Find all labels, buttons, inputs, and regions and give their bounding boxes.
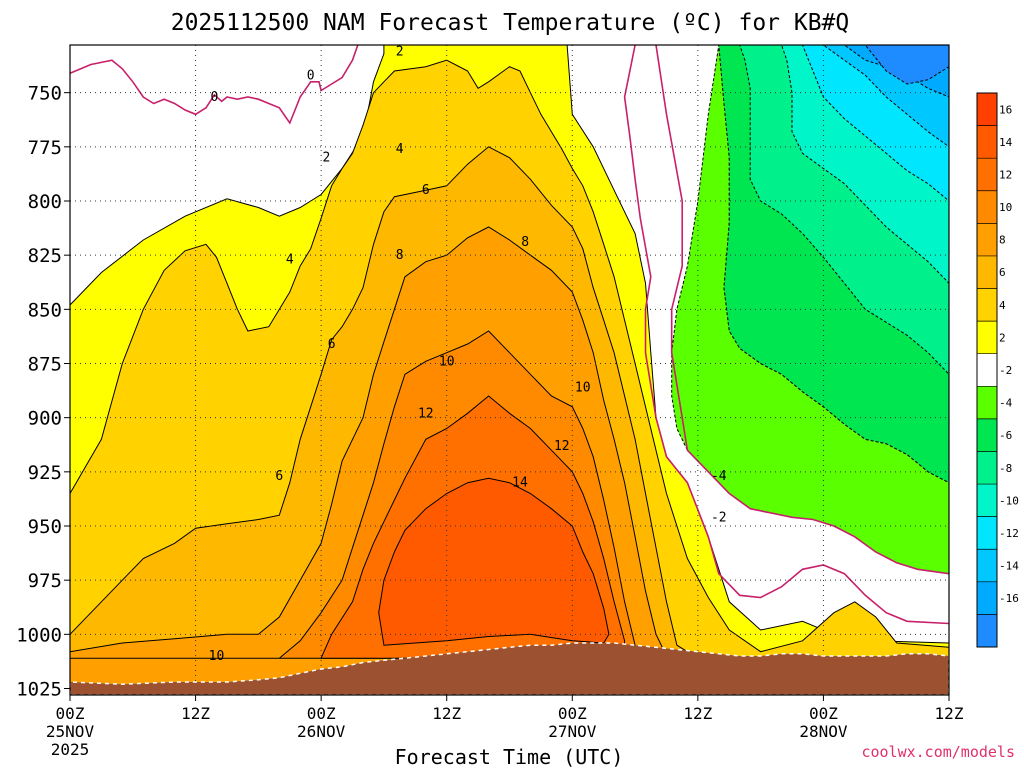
contour-label: 6 bbox=[275, 469, 283, 484]
colorbar-label: 16 bbox=[999, 103, 1012, 116]
y-tick-label: 775 bbox=[28, 137, 62, 159]
contour-label: 12 bbox=[554, 439, 570, 454]
x-tick-label: 00Z bbox=[307, 704, 336, 723]
y-tick-label: 800 bbox=[28, 191, 62, 213]
zero-isotherm bbox=[655, 45, 949, 575]
contour-label: 10 bbox=[575, 380, 591, 395]
colorbar-swatch bbox=[977, 93, 997, 126]
contour-labels: 0 0 2 2 4 4 6 6 6 8 8 10 10 10 12 12 14 -4 -2 bbox=[209, 45, 727, 664]
y-axis: 750 775 800 825 850 875 900 925 950 975 1000 1025 bbox=[16, 83, 70, 701]
contour-label: -4 bbox=[711, 469, 727, 484]
x-tick-label: 2025 bbox=[51, 740, 90, 759]
x-tick-label: 28NOV bbox=[799, 722, 848, 741]
y-tick-label: 900 bbox=[28, 408, 62, 430]
colorbar-swatch bbox=[977, 484, 997, 517]
colorbar-swatch bbox=[977, 353, 997, 387]
colorbar-label: -4 bbox=[999, 397, 1013, 410]
contour-label: 14 bbox=[512, 476, 528, 491]
colorbar-swatch bbox=[977, 255, 997, 289]
plot-area: 0 0 2 2 4 4 6 6 6 8 8 10 10 10 12 12 14 -4 -2 bbox=[70, 45, 949, 695]
colorbar-frame bbox=[976, 92, 998, 648]
x-tick-label: 12Z bbox=[935, 704, 964, 723]
colorbar-label: 8 bbox=[999, 234, 1006, 247]
colorbar: 16 14 12 10 8 6 4 2 -2 -4 -6 -8 -10 -12 -14 -16 bbox=[976, 92, 1019, 648]
contour-label: 2 bbox=[322, 151, 330, 166]
colorbar-label: 14 bbox=[999, 136, 1013, 149]
y-tick-label: 750 bbox=[28, 83, 62, 105]
x-tick-label: 00Z bbox=[809, 704, 838, 723]
contour-label: 12 bbox=[418, 406, 434, 421]
colorbar-swatch bbox=[977, 321, 997, 354]
colorbar-swatch bbox=[977, 386, 997, 419]
credit-text: coolwx.com/models bbox=[861, 743, 1015, 761]
colorbar-swatch bbox=[977, 158, 997, 191]
colorbar-label: -16 bbox=[999, 592, 1019, 605]
fill-region-cold bbox=[671, 45, 949, 575]
contour-label: 6 bbox=[328, 337, 336, 352]
colorbar-label: 12 bbox=[999, 168, 1012, 181]
colorbar-label: -12 bbox=[999, 527, 1019, 540]
colorbar-swatch bbox=[977, 190, 997, 224]
contour-label: 2 bbox=[396, 45, 404, 60]
colorbar-label: -10 bbox=[999, 494, 1019, 507]
fill-region-cold bbox=[864, 45, 949, 85]
y-tick-label: 875 bbox=[28, 354, 62, 376]
contour-label: 4 bbox=[286, 253, 294, 268]
colorbar-swatch bbox=[977, 288, 997, 322]
colorbar-label: 10 bbox=[999, 201, 1012, 214]
contour-label: 0 bbox=[307, 68, 315, 83]
contour-label: 0 bbox=[210, 90, 218, 105]
chart-title: 2025112500 NAM Forecast Temperature (ºC)… bbox=[171, 10, 850, 36]
zero-isotherm bbox=[623, 45, 949, 625]
colorbar-label: 6 bbox=[999, 266, 1006, 279]
terrain-layer bbox=[70, 642, 949, 695]
colorbar-swatch bbox=[977, 516, 997, 550]
y-tick-label: 925 bbox=[28, 462, 62, 484]
x-tick-label: 26NOV bbox=[297, 722, 346, 741]
colorbar-label: 2 bbox=[999, 331, 1006, 344]
zero-isotherm bbox=[70, 45, 359, 125]
colorbar-swatch bbox=[977, 125, 997, 159]
fill-region bbox=[378, 477, 610, 646]
x-tick-label: 27NOV bbox=[548, 722, 597, 741]
contour-label: 10 bbox=[209, 649, 225, 664]
contour-label: 4 bbox=[396, 142, 404, 157]
colorbar-swatch bbox=[977, 581, 997, 615]
colorbar-label: -6 bbox=[999, 429, 1012, 442]
colorbar-swatch bbox=[977, 418, 997, 452]
x-tick-label: 12Z bbox=[683, 704, 712, 723]
y-tick-label: 950 bbox=[28, 516, 62, 538]
y-tick-label: 1000 bbox=[16, 624, 62, 646]
plot-frame bbox=[69, 44, 950, 696]
y-tick-label: 850 bbox=[28, 299, 62, 321]
colorbar-swatch bbox=[977, 614, 997, 647]
colorbar-label: 4 bbox=[999, 299, 1006, 312]
colorbar-swatch bbox=[977, 549, 997, 582]
grid-lines bbox=[70, 45, 949, 695]
contour-label: 6 bbox=[422, 183, 430, 198]
x-tick-label: 12Z bbox=[432, 704, 461, 723]
colorbar-swatch bbox=[977, 451, 997, 485]
x-tick-label: 00Z bbox=[558, 704, 587, 723]
colorbar-label: -2 bbox=[999, 364, 1012, 377]
colorbar-label: -14 bbox=[999, 560, 1019, 573]
x-tick-label: 00Z bbox=[56, 704, 85, 723]
x-tick-label: 12Z bbox=[181, 704, 210, 723]
y-tick-label: 1025 bbox=[16, 679, 62, 701]
y-tick-label: 825 bbox=[28, 245, 62, 267]
terrain-surface bbox=[70, 642, 949, 695]
y-tick-label: 975 bbox=[28, 570, 62, 592]
x-axis-label: Forecast Time (UTC) bbox=[395, 745, 624, 768]
contour-label: 8 bbox=[396, 248, 404, 263]
contour-label: 8 bbox=[521, 235, 529, 250]
temperature-fills bbox=[70, 45, 949, 695]
colorbar-label: -8 bbox=[999, 462, 1012, 475]
contour-label: -2 bbox=[711, 510, 727, 525]
contour-label: 10 bbox=[439, 354, 455, 369]
x-tick-label: 25NOV bbox=[46, 722, 95, 741]
colorbar-swatch bbox=[977, 223, 997, 256]
